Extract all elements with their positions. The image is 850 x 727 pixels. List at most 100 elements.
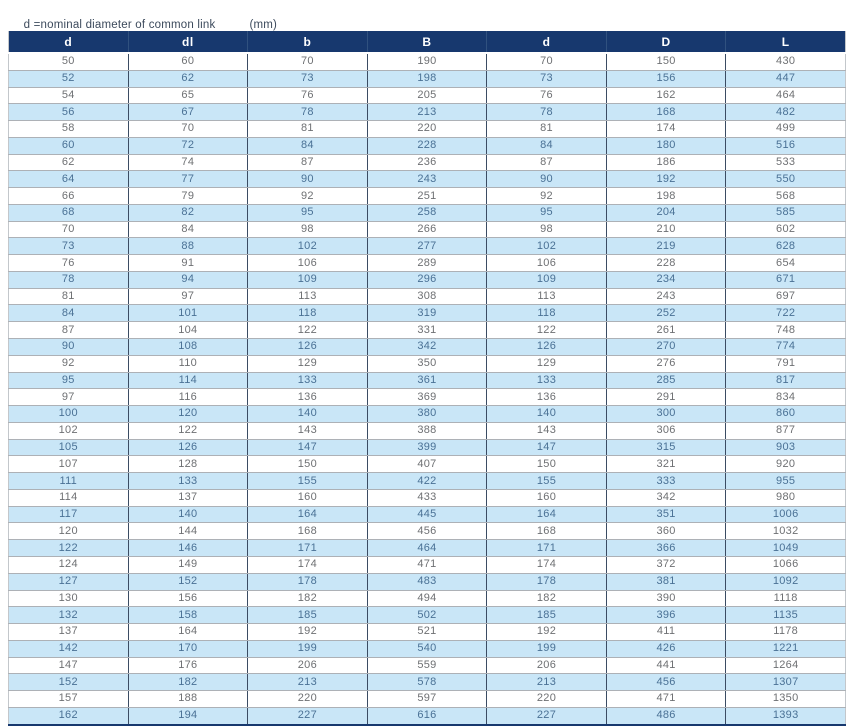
table-cell: 147 bbox=[486, 439, 607, 457]
table-cell: 84 bbox=[128, 221, 249, 239]
table-cell: 342 bbox=[606, 489, 727, 507]
table-cell: 174 bbox=[486, 556, 607, 574]
table-cell: 182 bbox=[247, 590, 368, 608]
table-cell: 180 bbox=[606, 137, 727, 155]
table-cell: 79 bbox=[128, 187, 249, 205]
table-cell: 243 bbox=[606, 288, 727, 306]
table-cell: 78 bbox=[486, 103, 607, 122]
table-cell: 213 bbox=[247, 673, 368, 692]
table-cell: 185 bbox=[247, 606, 368, 625]
table-cell: 132 bbox=[8, 606, 129, 625]
table-cell: 920 bbox=[725, 455, 846, 474]
table-cell: 64 bbox=[8, 170, 129, 189]
table-cell: 877 bbox=[725, 422, 846, 440]
table-cell: 168 bbox=[247, 522, 368, 541]
table-cell: 234 bbox=[606, 271, 727, 289]
table-cell: 178 bbox=[486, 573, 607, 591]
table-row: 62 74 87 236 87 186 533 bbox=[8, 154, 846, 172]
table-cell: 97 bbox=[128, 288, 249, 306]
table-cell: 597 bbox=[367, 690, 488, 708]
table-cell: 194 bbox=[128, 707, 249, 725]
table-cell: 186 bbox=[606, 154, 727, 172]
table-cell: 84 bbox=[8, 304, 129, 323]
table-cell: 192 bbox=[606, 170, 727, 189]
table-cell: 331 bbox=[367, 321, 488, 340]
table-cell: 219 bbox=[606, 237, 727, 256]
table-cell: 124 bbox=[8, 556, 129, 574]
table-row: 111 133 155 422 155 333 955 bbox=[8, 472, 846, 490]
table-cell: 137 bbox=[8, 623, 129, 641]
table-cell: 92 bbox=[8, 355, 129, 373]
table-cell: 106 bbox=[247, 254, 368, 272]
table-cell: 342 bbox=[367, 338, 488, 356]
table-cell: 81 bbox=[8, 288, 129, 306]
table-cell: 164 bbox=[247, 506, 368, 524]
table-cell: 188 bbox=[128, 690, 249, 708]
table-cell: 266 bbox=[367, 221, 488, 239]
table-cell: 602 bbox=[725, 221, 846, 239]
table-cell: 568 bbox=[725, 187, 846, 205]
table-cell: 102 bbox=[486, 237, 607, 256]
column-header-b-2: b bbox=[247, 31, 368, 54]
table-cell: 133 bbox=[128, 472, 249, 490]
table-cell: 95 bbox=[247, 204, 368, 222]
table-row: 95 114 133 361 133 285 817 bbox=[8, 372, 846, 390]
table-cell: 168 bbox=[606, 103, 727, 122]
table-cell: 411 bbox=[606, 623, 727, 641]
table-cell: 101 bbox=[128, 304, 249, 323]
table-row: 90 108 126 342 126 270 774 bbox=[8, 338, 846, 356]
table-row: 50 60 70 190 70 150 430 bbox=[8, 53, 846, 71]
table-row: 130 156 182 494 182 390 1118 bbox=[8, 590, 846, 608]
table-cell: 1350 bbox=[725, 690, 846, 708]
table-cell: 407 bbox=[367, 455, 488, 474]
table-cell: 445 bbox=[367, 506, 488, 524]
table-cell: 105 bbox=[8, 439, 129, 457]
table-cell: 122 bbox=[128, 422, 249, 440]
table-cell: 150 bbox=[247, 455, 368, 474]
table-cell: 499 bbox=[725, 120, 846, 138]
table-cell: 81 bbox=[247, 120, 368, 138]
table-cell: 129 bbox=[247, 355, 368, 373]
table-cell: 390 bbox=[606, 590, 727, 608]
table-cell: 104 bbox=[128, 321, 249, 340]
column-header-d-4: d bbox=[486, 31, 607, 54]
table-cell: 360 bbox=[606, 522, 727, 541]
table-cell: 108 bbox=[128, 338, 249, 356]
table-cell: 213 bbox=[367, 103, 488, 122]
table-cell: 464 bbox=[725, 87, 846, 105]
table-cell: 160 bbox=[247, 489, 368, 507]
table-cell: 94 bbox=[128, 271, 249, 289]
table-cell: 77 bbox=[128, 170, 249, 189]
table-cell: 162 bbox=[8, 707, 129, 725]
table-cell: 258 bbox=[367, 204, 488, 222]
table-row: 152 182 213 578 213 456 1307 bbox=[8, 673, 846, 692]
table-cell: 88 bbox=[128, 237, 249, 256]
table-cell: 98 bbox=[486, 221, 607, 239]
table-row: 92 110 129 350 129 276 791 bbox=[8, 355, 846, 373]
table-cell: 171 bbox=[247, 539, 368, 557]
table-cell: 155 bbox=[486, 472, 607, 490]
table-cell: 182 bbox=[128, 673, 249, 692]
table-cell: 72 bbox=[128, 137, 249, 155]
table-cell: 447 bbox=[725, 70, 846, 88]
table-cell: 78 bbox=[247, 103, 368, 122]
table-cell: 1264 bbox=[725, 657, 846, 675]
table-cell: 176 bbox=[128, 657, 249, 675]
table-cell: 97 bbox=[8, 388, 129, 407]
table-cell: 116 bbox=[128, 388, 249, 407]
table-cell: 136 bbox=[486, 388, 607, 407]
column-header-d-0: d bbox=[8, 31, 129, 54]
table-cell: 198 bbox=[606, 187, 727, 205]
table-cell: 366 bbox=[606, 539, 727, 557]
table-cell: 152 bbox=[128, 573, 249, 591]
table-cell: 87 bbox=[8, 321, 129, 340]
table-cell: 228 bbox=[367, 137, 488, 155]
table-cell: 113 bbox=[247, 288, 368, 306]
table-cell: 142 bbox=[8, 640, 129, 658]
table-cell: 102 bbox=[8, 422, 129, 440]
table-cell: 748 bbox=[725, 321, 846, 340]
table-cell: 980 bbox=[725, 489, 846, 507]
table-cell: 860 bbox=[725, 405, 846, 423]
table-cell: 456 bbox=[367, 522, 488, 541]
